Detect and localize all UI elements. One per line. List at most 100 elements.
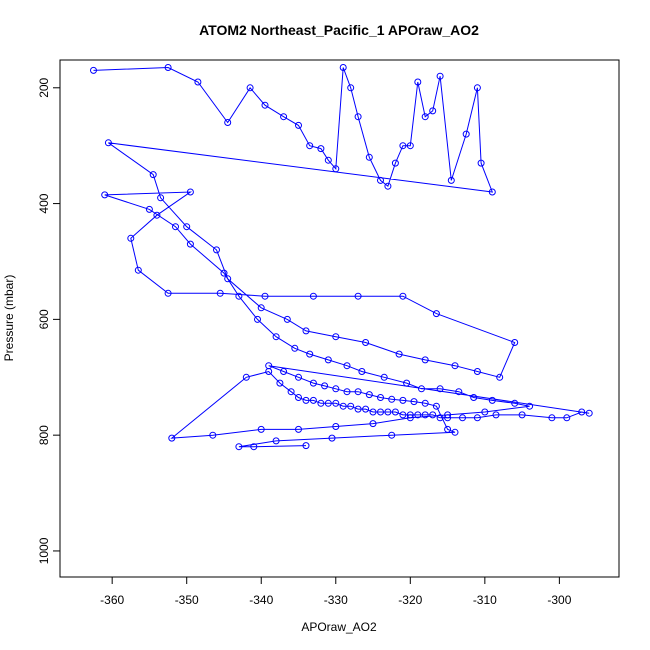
data-point (362, 405, 370, 413)
y-tick-label: 1000 (37, 537, 51, 564)
data-point (462, 130, 470, 138)
data-point (213, 246, 220, 254)
series-line (93, 66, 590, 448)
data-point (526, 402, 534, 410)
y-tick-label: 400 (37, 193, 51, 213)
data-point (235, 292, 243, 300)
data-point (283, 315, 291, 323)
data-point (295, 373, 302, 381)
data-point (418, 385, 425, 393)
data-point (511, 399, 519, 407)
data-point (511, 339, 519, 346)
data-point (354, 405, 362, 413)
data-point (399, 411, 407, 419)
series-layer (90, 64, 593, 451)
y-tick-label: 800 (37, 425, 51, 445)
data-point (399, 396, 407, 404)
data-point (391, 408, 399, 416)
x-tick-label: -300 (547, 593, 571, 607)
data-point (257, 425, 265, 433)
data-point (354, 292, 362, 300)
data-point (414, 411, 422, 419)
data-point (302, 396, 310, 404)
data-point (309, 379, 317, 387)
data-point (186, 188, 194, 196)
data-point (306, 350, 314, 358)
data-point (168, 434, 176, 442)
x-tick-label: -340 (249, 593, 273, 607)
data-point (451, 428, 459, 436)
data-point (127, 234, 135, 242)
data-point (302, 442, 310, 450)
data-point (272, 437, 280, 445)
data-point (481, 408, 489, 416)
data-point (172, 223, 179, 231)
data-point (429, 411, 437, 419)
data-point (332, 385, 340, 393)
data-point (332, 399, 340, 407)
data-point (220, 269, 228, 277)
chart-title: ATOM2 Northeast_Pacific_1 APOraw_AO2 (199, 22, 479, 38)
data-point (492, 411, 500, 419)
data-point (332, 333, 340, 341)
data-point (455, 388, 463, 396)
data-point (254, 315, 261, 323)
data-point (477, 159, 485, 167)
x-tick-label: -330 (324, 593, 348, 607)
data-point (432, 402, 440, 410)
data-point (280, 113, 288, 121)
data-point (563, 414, 571, 422)
data-point (362, 339, 370, 346)
data-point (261, 292, 269, 300)
data-point (403, 379, 411, 387)
data-point (149, 171, 157, 179)
data-point (324, 399, 332, 407)
data-point (153, 211, 161, 219)
data-point (343, 388, 351, 396)
data-point (365, 153, 373, 161)
data-point (164, 289, 172, 297)
data-point (399, 142, 407, 150)
data-point (287, 388, 295, 396)
data-point (317, 399, 325, 407)
data-point (384, 408, 392, 416)
data-point (391, 159, 399, 167)
data-point (358, 368, 366, 375)
data-point (384, 182, 392, 190)
data-point (157, 194, 165, 202)
x-axis-label: APOraw_AO2 (301, 620, 377, 634)
data-point (164, 64, 172, 71)
x-tick-label: -350 (175, 593, 199, 607)
data-point (436, 72, 444, 80)
data-point (321, 382, 329, 390)
data-point (332, 423, 340, 430)
data-point (347, 84, 355, 92)
data-point (585, 409, 593, 417)
data-point (447, 176, 455, 184)
data-point (410, 398, 418, 406)
data-point (395, 350, 403, 358)
data-point (388, 395, 396, 403)
data-point (295, 394, 302, 401)
data-point (339, 402, 347, 410)
data-point (421, 356, 429, 364)
data-point (242, 373, 250, 381)
data-point (444, 411, 452, 419)
data-point (518, 411, 526, 419)
data-point (369, 420, 377, 428)
data-point (421, 113, 429, 121)
data-point (436, 385, 444, 393)
data-point (377, 394, 384, 401)
data-point (444, 425, 452, 433)
data-point (186, 240, 194, 248)
data-point (354, 388, 362, 396)
data-point (295, 425, 302, 433)
data-point (104, 139, 112, 147)
data-point (488, 396, 496, 404)
data-point (432, 310, 440, 318)
data-point (369, 408, 377, 416)
data-point (295, 121, 302, 129)
data-point (324, 356, 332, 364)
data-point (459, 414, 466, 422)
